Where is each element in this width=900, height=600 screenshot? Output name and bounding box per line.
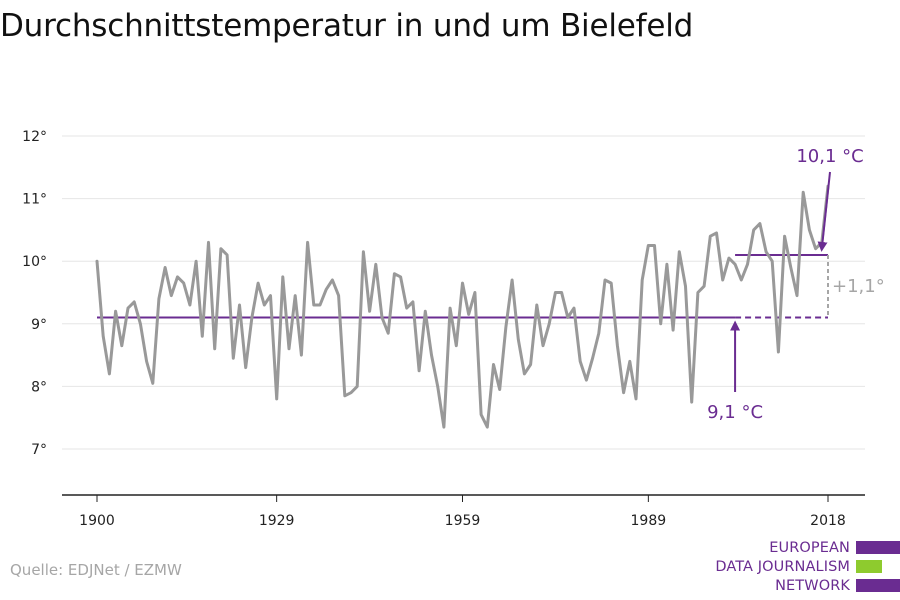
edjnet-logo: EUROPEAN DATA JOURNALISM NETWORK bbox=[700, 539, 900, 597]
x-tick-label: 1900 bbox=[79, 513, 115, 529]
recent-label: 10,1 °C bbox=[796, 146, 863, 167]
logo-line-2: DATA JOURNALISM bbox=[715, 559, 850, 575]
x-tick-label: 2018 bbox=[810, 513, 846, 529]
baseline-label: 9,1 °C bbox=[707, 402, 763, 423]
page-title: Durchschnittstemperatur in und um Bielef… bbox=[0, 8, 694, 44]
y-tick-label: 9° bbox=[31, 317, 47, 333]
logo-text: EUROPEAN DATA JOURNALISM NETWORK bbox=[715, 539, 850, 596]
y-tick-label: 7° bbox=[31, 442, 47, 458]
recent-arrow bbox=[817, 171, 831, 252]
x-tick-label: 1959 bbox=[445, 513, 481, 529]
logo-line-1: EUROPEAN bbox=[769, 540, 850, 556]
logo-bar-top bbox=[856, 541, 900, 554]
annotation-layer: 9,1 °C 10,1 °C +1,1° bbox=[707, 146, 885, 423]
logo-bars-icon bbox=[856, 541, 900, 592]
x-tick-label: 1929 bbox=[259, 513, 295, 529]
logo-bar-middle bbox=[856, 560, 882, 573]
temperature-series-line bbox=[95, 184, 830, 429]
y-tick-label: 12° bbox=[22, 129, 47, 145]
logo-line-3: NETWORK bbox=[775, 578, 850, 594]
x-tick-label: 1989 bbox=[631, 513, 667, 529]
y-tick-label: 11° bbox=[22, 192, 47, 208]
logo-bar-bottom bbox=[856, 579, 900, 592]
difference-label: +1,1° bbox=[832, 276, 885, 297]
y-tick-label: 8° bbox=[31, 379, 47, 395]
axis-layer: 7° 8° 9° 10° 11° 12° 1900 1929 1959 1989 2018 bbox=[22, 129, 865, 529]
y-tick-label: 10° bbox=[22, 254, 47, 270]
series-layer bbox=[95, 184, 830, 429]
source-note: Quelle: EDJNet / EZMW bbox=[10, 561, 182, 579]
